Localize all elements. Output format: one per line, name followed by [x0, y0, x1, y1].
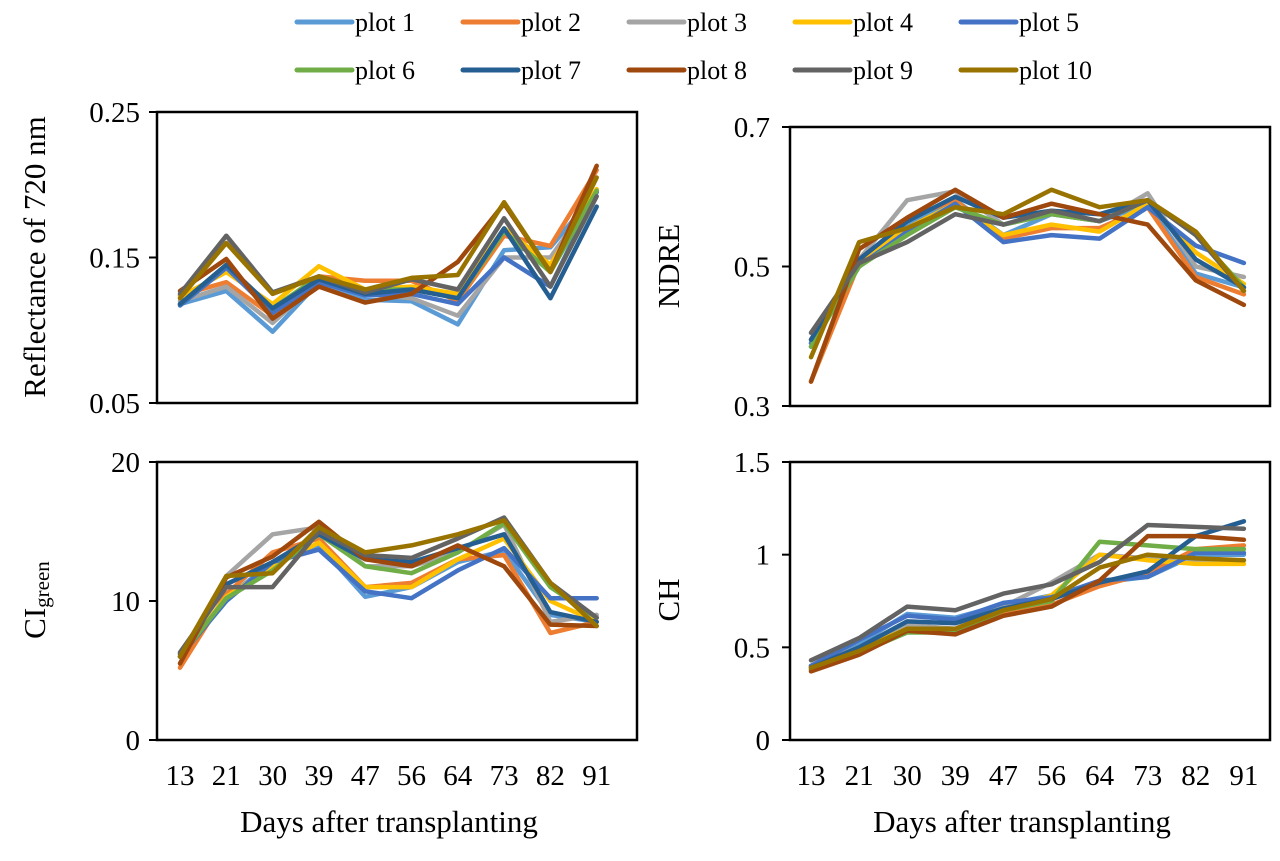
legend: plot 1 plot 2 plot 3 plot 4 plot 5 plot 6 plot… — [294, 8, 1092, 85]
y-tick-label: 0.05 — [89, 388, 140, 420]
y-tick-label: 0.25 — [89, 97, 140, 129]
x-tick-label: 73 — [1133, 760, 1162, 792]
legend-item: plot 5 — [958, 8, 1079, 37]
legend-label: plot 7 — [521, 56, 581, 85]
y-axis-title-subscript: green — [30, 561, 54, 608]
x-tick-label: 13 — [166, 760, 195, 792]
y-tick-label: 0 — [126, 725, 141, 757]
series-line-5 — [808, 550, 1247, 669]
x-tick-label: 82 — [1181, 760, 1210, 792]
series-line-10 — [177, 518, 599, 659]
legend-label: plot 1 — [355, 8, 415, 37]
x-tick-label: 13 — [797, 760, 826, 792]
y-tick-label: 1 — [756, 540, 771, 572]
y-axis-title-text: CH — [651, 578, 686, 621]
legend-label: plot 5 — [1019, 8, 1079, 37]
y-tick-label: 0.5 — [734, 252, 770, 284]
y-tick-label: 0.7 — [734, 112, 770, 144]
x-tick-label: 56 — [397, 760, 426, 792]
x-tick-label: 64 — [443, 760, 473, 792]
x-tick-label: 47 — [351, 760, 380, 792]
x-tick-label: 30 — [258, 760, 287, 792]
legend-item: plot 1 — [294, 8, 415, 37]
x-tick-label: 91 — [1229, 760, 1258, 792]
x-axis-title: Days after transplanting — [873, 804, 1171, 839]
y-tick-label: 20 — [111, 447, 140, 479]
legend-label: plot 10 — [1019, 56, 1092, 85]
series-line-9 — [808, 522, 1247, 663]
legend-item: plot 10 — [958, 56, 1092, 85]
x-tick-label: 39 — [941, 760, 970, 792]
series-line-10 — [177, 175, 599, 301]
panel-reflectance: 0.05 0.15 0.25 Reflectance of 720 nm — [17, 97, 639, 420]
y-tick-label: 0 — [756, 725, 771, 757]
y-axis-title: NDRE — [651, 224, 686, 308]
y-tick-label: 0.3 — [734, 391, 770, 423]
legend-item: plot 9 — [792, 56, 913, 85]
series-line-10 — [808, 552, 1247, 670]
series-line-7 — [808, 194, 1247, 342]
series-line-8 — [808, 533, 1247, 674]
panel-ch: 0 0.5 1 1.5 13 21 30 39 47 56 64 73 82 91 Days after t… — [651, 447, 1272, 839]
x-tick-label: 47 — [989, 760, 1018, 792]
x-tick-label: 82 — [536, 760, 565, 792]
y-axis-title: Reflectance of 720 nm — [17, 116, 52, 397]
legend-label: plot 9 — [853, 56, 913, 85]
y-axis-title-text: NDRE — [651, 224, 686, 308]
legend-item: plot 3 — [626, 8, 747, 37]
y-axis-title: CH — [651, 578, 686, 621]
legend-label: plot 3 — [687, 8, 747, 37]
x-tick-label: 64 — [1085, 760, 1115, 792]
y-tick-label: 0.5 — [734, 632, 770, 664]
legend-item: plot 2 — [460, 8, 581, 37]
x-tick-label: 30 — [893, 760, 922, 792]
y-axis-title: CIgreen — [17, 561, 54, 639]
y-tick-label: 1.5 — [734, 447, 770, 479]
panel-cigreen: 0 10 20 13 21 30 39 47 56 64 73 82 91 Days after tran… — [17, 447, 639, 839]
x-axis-title: Days after transplanting — [240, 804, 538, 839]
x-tick-label: 56 — [1037, 760, 1066, 792]
legend-label: plot 2 — [521, 8, 581, 37]
x-tick-label: 91 — [582, 760, 611, 792]
y-axis-title-text: Reflectance of 720 nm — [17, 116, 52, 397]
series-line-10 — [808, 187, 1247, 360]
legend-label: plot 8 — [687, 56, 747, 85]
legend-label: plot 4 — [853, 8, 913, 37]
legend-item: plot 7 — [460, 56, 581, 85]
x-tick-label: 21 — [212, 760, 241, 792]
legend-item: plot 4 — [792, 8, 913, 37]
x-tick-label: 73 — [490, 760, 519, 792]
y-axis-title-text: CI — [17, 608, 52, 639]
y-tick-label: 10 — [111, 586, 140, 618]
x-tick-label: 21 — [845, 760, 874, 792]
panel-ndre: 0.3 0.5 0.7 NDRE — [651, 112, 1272, 423]
y-tick-label: 0.15 — [89, 243, 140, 275]
legend-item: plot 8 — [626, 56, 747, 85]
plot-area — [155, 460, 639, 742]
series-line-8 — [177, 519, 599, 666]
legend-label: plot 6 — [355, 56, 415, 85]
legend-item: plot 6 — [294, 56, 415, 85]
x-tick-label: 39 — [304, 760, 333, 792]
